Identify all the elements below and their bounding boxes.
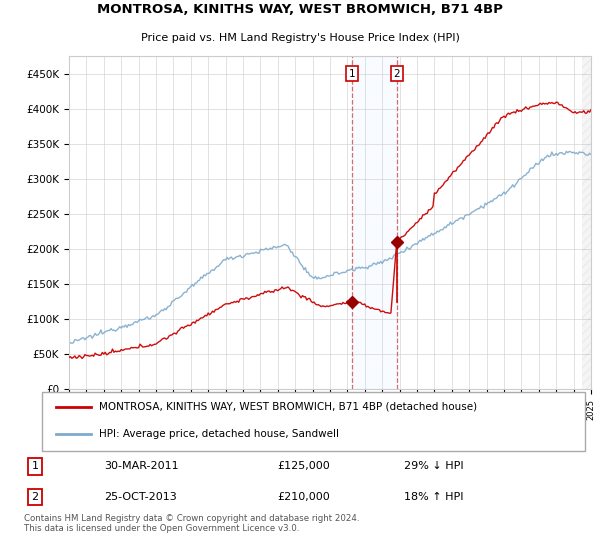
Text: 25-OCT-2013: 25-OCT-2013 xyxy=(104,492,177,502)
Text: MONTROSA, KINITHS WAY, WEST BROMWICH, B71 4BP: MONTROSA, KINITHS WAY, WEST BROMWICH, B7… xyxy=(97,3,503,16)
FancyBboxPatch shape xyxy=(42,392,585,451)
Text: 18% ↑ HPI: 18% ↑ HPI xyxy=(404,492,463,502)
Text: HPI: Average price, detached house, Sandwell: HPI: Average price, detached house, Sand… xyxy=(99,430,339,440)
Text: £210,000: £210,000 xyxy=(277,492,330,502)
Text: £125,000: £125,000 xyxy=(277,461,330,472)
Text: MONTROSA, KINITHS WAY, WEST BROMWICH, B71 4BP (detached house): MONTROSA, KINITHS WAY, WEST BROMWICH, B7… xyxy=(99,402,477,412)
Text: 1: 1 xyxy=(349,68,355,78)
Text: 2: 2 xyxy=(31,492,38,502)
Text: Price paid vs. HM Land Registry's House Price Index (HPI): Price paid vs. HM Land Registry's House … xyxy=(140,33,460,43)
Bar xyxy=(352,56,397,389)
Text: 2: 2 xyxy=(394,68,400,78)
Text: 1: 1 xyxy=(32,461,38,472)
Text: Contains HM Land Registry data © Crown copyright and database right 2024.
This d: Contains HM Land Registry data © Crown c… xyxy=(23,514,359,533)
Text: 30-MAR-2011: 30-MAR-2011 xyxy=(104,461,179,472)
Bar xyxy=(582,56,591,389)
Text: 29% ↓ HPI: 29% ↓ HPI xyxy=(404,461,463,472)
